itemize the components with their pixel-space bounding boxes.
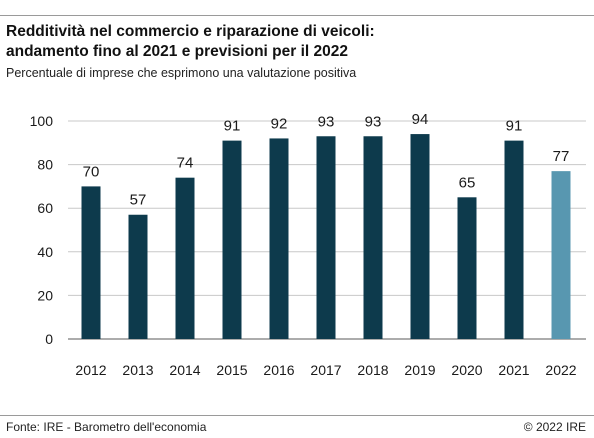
x-tick-label-2021: 2021 bbox=[498, 362, 529, 378]
y-tick-label: 40 bbox=[37, 244, 53, 260]
chart-title: Redditività nel commercio e riparazione … bbox=[6, 22, 586, 62]
x-tick-label-2020: 2020 bbox=[451, 362, 482, 378]
x-tick-label-2017: 2017 bbox=[310, 362, 341, 378]
bar-chart: 0 20 40 60 80 100 70 57 74 91 92 93 93 94 65 91 77 2012… bbox=[30, 111, 586, 378]
y-tick-label: 60 bbox=[37, 200, 53, 216]
data-label-2014: 74 bbox=[177, 155, 194, 172]
bar-2017 bbox=[316, 136, 336, 339]
bar-2022 bbox=[551, 171, 571, 339]
top-rule bbox=[0, 15, 594, 16]
copyright-note: © 2022 IRE bbox=[523, 420, 586, 434]
data-label-2016: 92 bbox=[271, 115, 288, 132]
x-tick-label-2016: 2016 bbox=[263, 362, 294, 378]
bar-2021 bbox=[504, 140, 524, 339]
y-axis-tick-labels: 0 20 40 60 80 100 bbox=[30, 113, 54, 347]
bar-2016 bbox=[269, 138, 289, 339]
bottom-rule bbox=[0, 415, 594, 416]
data-label-2019: 94 bbox=[412, 111, 429, 128]
bar-2013 bbox=[128, 214, 148, 339]
chart-subtitle: Percentuale di imprese che esprimono una… bbox=[6, 66, 357, 80]
x-tick-label-2019: 2019 bbox=[404, 362, 435, 378]
y-tick-label: 20 bbox=[37, 287, 53, 303]
bar-2015 bbox=[222, 140, 242, 339]
data-label-2021: 91 bbox=[506, 118, 523, 135]
x-tick-label-2015: 2015 bbox=[216, 362, 247, 378]
data-label-2017: 93 bbox=[318, 113, 335, 130]
data-label-2018: 93 bbox=[365, 113, 382, 130]
data-labels: 70 57 74 91 92 93 93 94 65 91 77 bbox=[83, 111, 570, 209]
x-axis-tick-labels: 2012 2013 2014 2015 2016 2017 2018 2019 2020 2021… bbox=[75, 362, 576, 378]
data-label-2012: 70 bbox=[83, 163, 100, 180]
bar-2012 bbox=[81, 186, 101, 339]
chart-title-line-1: Redditività nel commercio e riparazione … bbox=[6, 23, 375, 40]
data-label-2020: 65 bbox=[459, 174, 476, 191]
chart-title-line-2: andamento fino al 2021 e previsioni per … bbox=[6, 43, 348, 60]
bar-2019 bbox=[410, 134, 430, 339]
data-label-2013: 57 bbox=[130, 192, 147, 209]
bars bbox=[81, 134, 571, 339]
data-label-2015: 91 bbox=[224, 118, 241, 135]
y-tick-label: 0 bbox=[45, 331, 53, 347]
x-tick-label-2012: 2012 bbox=[75, 362, 106, 378]
x-tick-label-2018: 2018 bbox=[357, 362, 388, 378]
y-tick-label: 80 bbox=[37, 157, 53, 173]
bar-2014 bbox=[175, 177, 195, 339]
x-tick-label-2014: 2014 bbox=[169, 362, 200, 378]
bar-2018 bbox=[363, 136, 383, 339]
bar-2020 bbox=[457, 197, 477, 339]
source-note: Fonte: IRE - Barometro dell'economia bbox=[6, 420, 207, 434]
y-tick-label: 100 bbox=[30, 113, 54, 129]
x-tick-label-2013: 2013 bbox=[122, 362, 153, 378]
data-label-2022: 77 bbox=[553, 148, 570, 165]
x-tick-label-2022: 2022 bbox=[545, 362, 576, 378]
